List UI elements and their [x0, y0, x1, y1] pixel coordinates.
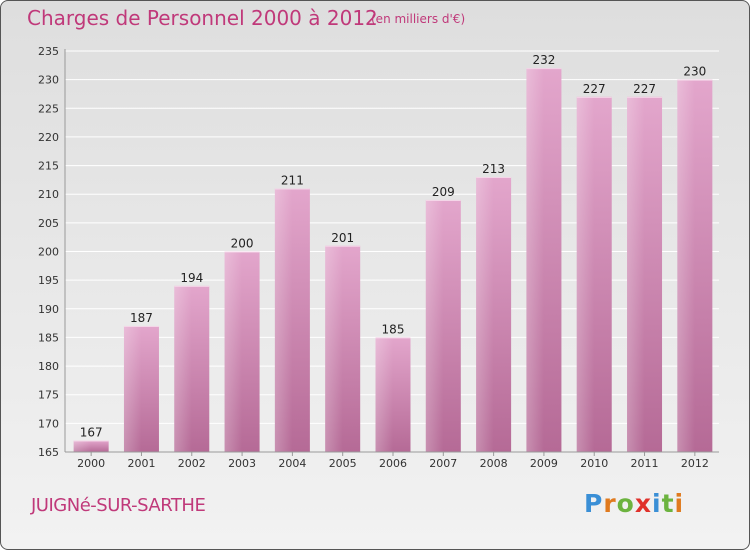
x-tick-label: 2009 — [530, 457, 558, 470]
y-tick-label: 215 — [38, 160, 59, 173]
y-tick-label: 180 — [38, 360, 59, 373]
proxiti-logo: Proxiti — [584, 489, 684, 518]
bar-highlight — [174, 285, 192, 452]
logo-letter: P — [584, 489, 604, 518]
y-tick-label: 175 — [38, 389, 59, 402]
logo-letter: t — [661, 489, 675, 518]
x-tick-label: 2004 — [278, 457, 306, 470]
x-tick-label: 2008 — [480, 457, 508, 470]
y-tick-label: 190 — [38, 303, 59, 316]
data-label: 201 — [331, 231, 354, 245]
data-label: 227 — [633, 82, 656, 96]
logo-letter: i — [652, 489, 662, 518]
chart-subtitle: (en milliers d'€) — [371, 12, 466, 26]
y-tick-label: 220 — [38, 131, 59, 144]
y-tick-label: 210 — [38, 188, 59, 201]
bar-highlight — [677, 79, 695, 453]
x-tick-label: 2000 — [77, 457, 105, 470]
data-label: 185 — [382, 322, 405, 336]
logo-letter: x — [634, 489, 652, 518]
y-tick-label: 165 — [38, 446, 59, 459]
data-label: 200 — [231, 237, 254, 251]
data-label: 213 — [482, 162, 505, 176]
bar-highlight — [476, 177, 494, 452]
y-tick-label: 200 — [38, 246, 59, 259]
logo-letter: i — [674, 489, 685, 518]
bar-highlight — [375, 337, 393, 452]
bar-highlight — [123, 325, 142, 452]
y-tick-label: 185 — [38, 331, 59, 344]
commune-name: JUIGNé-SUR-SARTHE — [31, 495, 206, 516]
bar-highlight — [274, 188, 293, 452]
data-label: 209 — [432, 185, 455, 199]
y-tick-label: 195 — [38, 274, 59, 287]
y-tick-label: 225 — [38, 102, 59, 115]
bar-highlight — [224, 251, 243, 452]
data-label: 232 — [532, 53, 555, 67]
x-tick-label: 2006 — [379, 457, 407, 470]
logo-letter: o — [616, 489, 635, 518]
chart-title: Charges de Personnel 2000 à 2012 — [27, 6, 378, 30]
data-label: 211 — [281, 173, 304, 187]
bar-highlight — [73, 440, 92, 452]
bar-highlight — [576, 96, 595, 452]
data-label: 187 — [130, 311, 153, 325]
y-tick-label: 170 — [38, 417, 59, 430]
x-tick-label: 2012 — [681, 457, 709, 470]
bar-highlight — [325, 245, 343, 452]
y-tick-label: 235 — [38, 45, 59, 58]
data-label: 167 — [80, 426, 103, 440]
x-tick-label: 2002 — [178, 457, 206, 470]
bar-highlight — [425, 199, 444, 452]
x-tick-label: 2003 — [228, 457, 256, 470]
bar-highlight — [627, 96, 645, 452]
y-tick-label: 230 — [38, 74, 59, 87]
x-tick-label: 2010 — [580, 457, 608, 470]
logo-letter: r — [603, 489, 617, 518]
data-label: 227 — [583, 82, 606, 96]
y-tick-label: 205 — [38, 217, 59, 230]
data-label: 194 — [180, 271, 203, 285]
data-label: 230 — [683, 65, 706, 79]
x-tick-label: 2005 — [329, 457, 357, 470]
x-tick-label: 2011 — [631, 457, 659, 470]
x-tick-label: 2001 — [127, 457, 155, 470]
x-tick-label: 2007 — [429, 457, 457, 470]
bar-highlight — [526, 68, 544, 452]
